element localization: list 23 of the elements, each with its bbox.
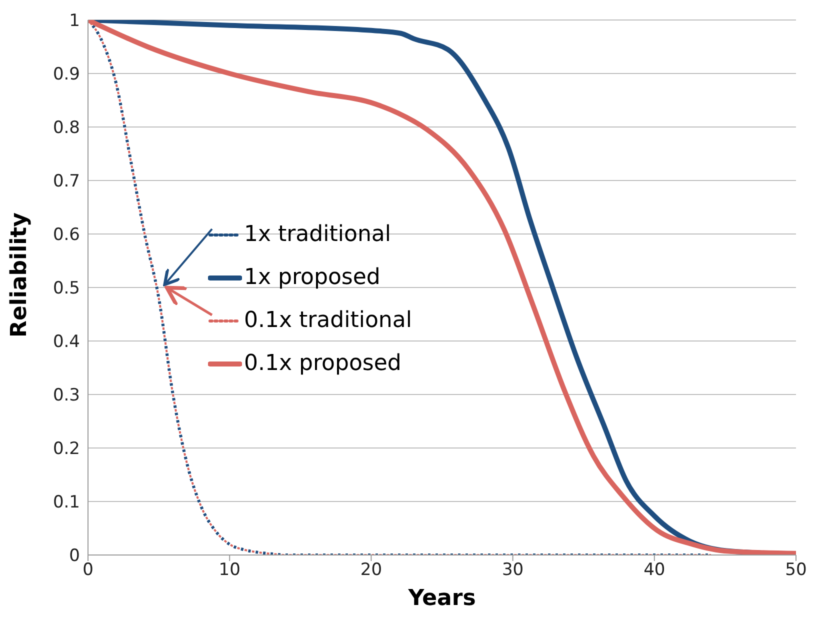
x-tick-label: 30 — [502, 560, 524, 580]
y-tick-label: 0.6 — [52, 225, 80, 246]
x-tick-label: 20 — [360, 560, 382, 580]
x-tick-label: 0 — [82, 560, 94, 580]
x-tick-label: 40 — [644, 560, 666, 580]
y-tick-label: 0.8 — [52, 118, 80, 138]
y-axis-title: Reliability — [6, 212, 32, 338]
y-tick-label: 0.5 — [52, 278, 80, 299]
legend-label: 0.1x proposed — [244, 351, 402, 376]
y-tick-label: 0 — [69, 546, 80, 566]
x-tick-label: 50 — [785, 560, 807, 580]
y-tick-label: 0.4 — [52, 332, 80, 352]
legend-label: 1x proposed — [244, 265, 380, 290]
x-tick-label: 10 — [218, 560, 240, 580]
y-tick-label: 0.9 — [52, 64, 80, 85]
legend-label: 1x traditional — [244, 222, 391, 247]
y-tick-label: 0.7 — [52, 172, 80, 192]
legend-label: 0.1x traditional — [244, 308, 412, 333]
y-tick-label: 0.3 — [52, 386, 80, 406]
y-tick-label: 0.2 — [52, 439, 80, 460]
x-axis-title: Years — [407, 586, 476, 611]
y-tick-label: 0.1 — [52, 492, 80, 513]
y-tick-label: 1 — [69, 11, 80, 32]
